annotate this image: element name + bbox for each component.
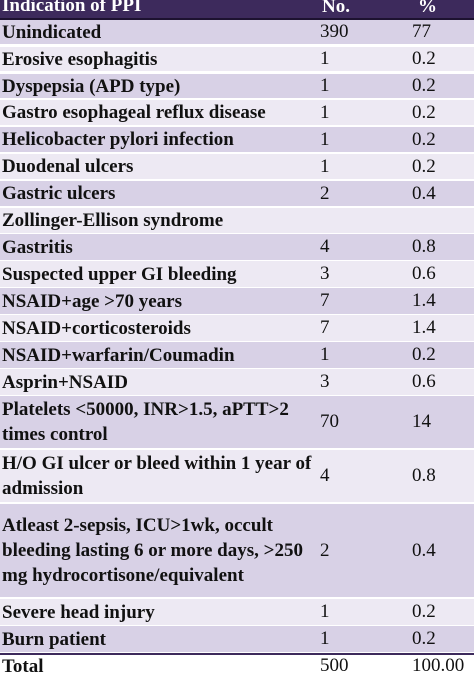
row-no: 1 bbox=[320, 101, 330, 123]
row-pct: 0.2 bbox=[412, 128, 436, 150]
table-row: NSAID+warfarin/Coumadin 1 0.2 bbox=[0, 342, 474, 369]
row-no: 3 bbox=[320, 371, 330, 392]
row-pct: 0.2 bbox=[412, 628, 436, 649]
row-no: 3 bbox=[320, 263, 330, 284]
header-pct: % bbox=[418, 0, 437, 17]
row-no: 7 bbox=[320, 290, 330, 311]
row-pct: 1.4 bbox=[412, 317, 436, 338]
row-indication: Asprin+NSAID bbox=[2, 371, 128, 393]
row-pct: 0.6 bbox=[412, 371, 436, 392]
row-pct: 0.4 bbox=[412, 182, 436, 204]
table-row: Erosive esophagitis 1 0.2 bbox=[0, 47, 474, 72]
row-indication: H/O GI ulcer or bleed within 1 year of a… bbox=[2, 453, 312, 499]
row-indication: Platelets <50000, INR>1.5, aPTT>2 times … bbox=[2, 399, 289, 445]
row-no: 1 bbox=[320, 344, 330, 365]
row-indication: Helicobacter pylori infection bbox=[2, 129, 234, 150]
row-pct: 0.2 bbox=[412, 344, 436, 365]
row-indication: Severe head injury bbox=[2, 601, 155, 623]
row-indication: Zollinger-Ellison syndrome bbox=[2, 210, 224, 231]
row-pct: 0.2 bbox=[412, 75, 436, 96]
row-indication: Duodenal ulcers bbox=[2, 156, 134, 177]
row-no: 4 bbox=[320, 236, 330, 257]
row-no: 7 bbox=[320, 317, 330, 338]
row-no: 1 bbox=[320, 155, 330, 177]
table-row: NSAID+age >70 years 7 1.4 bbox=[0, 288, 474, 315]
table-row: Gastric ulcers 2 0.4 bbox=[0, 181, 474, 207]
total-pct: 100.00 bbox=[412, 655, 465, 676]
row-indication: NSAID+corticosteroids bbox=[2, 317, 191, 339]
table-row: Unindicated 390 77 bbox=[0, 20, 474, 45]
table-row: Dyspepsia (APD type) 1 0.2 bbox=[0, 74, 474, 99]
table-row: Asprin+NSAID 3 0.6 bbox=[0, 369, 474, 396]
row-no: 1 bbox=[320, 628, 330, 649]
table-row: Suspected upper GI bleeding 3 0.6 bbox=[0, 261, 474, 288]
table-row: Platelets <50000, INR>1.5, aPTT>2 times … bbox=[0, 396, 474, 449]
row-no: 4 bbox=[320, 465, 330, 486]
table-row: NSAID+corticosteroids 7 1.4 bbox=[0, 315, 474, 342]
header-indication: Indication of PPI bbox=[2, 0, 142, 16]
table-row: Duodenal ulcers 1 0.2 bbox=[0, 154, 474, 180]
header-no: No. bbox=[322, 0, 350, 17]
table-row: Zollinger-Ellison syndrome bbox=[0, 208, 474, 234]
row-pct bbox=[412, 208, 474, 233]
row-pct: 0.2 bbox=[412, 601, 436, 622]
row-no: 390 bbox=[320, 21, 349, 42]
table-total-row: Total 500 100.00 bbox=[0, 653, 474, 678]
row-pct: 0.6 bbox=[412, 263, 436, 284]
table-row: Gastritis 4 0.8 bbox=[0, 234, 474, 261]
table-row: Atleast 2-sepsis, ICU>1wk, occult bleedi… bbox=[0, 504, 474, 598]
table-row: H/O GI ulcer or bleed within 1 year of a… bbox=[0, 450, 474, 503]
total-label: Total bbox=[2, 655, 44, 677]
row-pct: 0.8 bbox=[412, 465, 436, 486]
row-indication: NSAID+warfarin/Coumadin bbox=[2, 344, 235, 366]
row-pct: 0.2 bbox=[412, 155, 436, 177]
row-pct: 0.2 bbox=[412, 48, 436, 69]
row-pct: 77 bbox=[412, 21, 431, 42]
table-row: Severe head injury 1 0.2 bbox=[0, 599, 474, 626]
row-indication: Gastritis bbox=[2, 236, 73, 258]
row-no: 1 bbox=[320, 75, 330, 96]
table-row: Gastro esophageal reflux disease 1 0.2 bbox=[0, 100, 474, 126]
total-no: 500 bbox=[320, 655, 349, 676]
row-indication: Atleast 2-sepsis, ICU>1wk, occult bleedi… bbox=[2, 515, 303, 586]
row-no: 70 bbox=[320, 411, 339, 432]
row-no: 1 bbox=[320, 48, 330, 69]
row-pct: 1.4 bbox=[412, 290, 436, 311]
row-indication: Burn patient bbox=[2, 628, 106, 650]
row-indication: Suspected upper GI bleeding bbox=[2, 263, 237, 285]
row-pct: 0.2 bbox=[412, 101, 436, 123]
table-header-row: Indication of PPI No. % bbox=[0, 0, 474, 20]
row-no: 1 bbox=[320, 128, 330, 150]
row-indication: Gastro esophageal reflux disease bbox=[2, 102, 266, 123]
row-indication: Gastric ulcers bbox=[2, 183, 116, 204]
row-pct: 14 bbox=[412, 411, 431, 432]
row-pct: 0.4 bbox=[412, 539, 436, 561]
row-no: 1 bbox=[320, 601, 330, 622]
row-indication: Unindicated bbox=[2, 21, 102, 43]
table-row: Helicobacter pylori infection 1 0.2 bbox=[0, 127, 474, 153]
row-indication: NSAID+age >70 years bbox=[2, 290, 182, 312]
row-pct: 0.8 bbox=[412, 236, 436, 257]
row-indication: Erosive esophagitis bbox=[2, 48, 158, 70]
table-row: Burn patient 1 0.2 bbox=[0, 626, 474, 653]
row-no bbox=[320, 208, 390, 233]
row-indication: Dyspepsia (APD type) bbox=[2, 75, 181, 97]
row-no: 2 bbox=[320, 539, 330, 561]
row-no: 2 bbox=[320, 182, 330, 204]
